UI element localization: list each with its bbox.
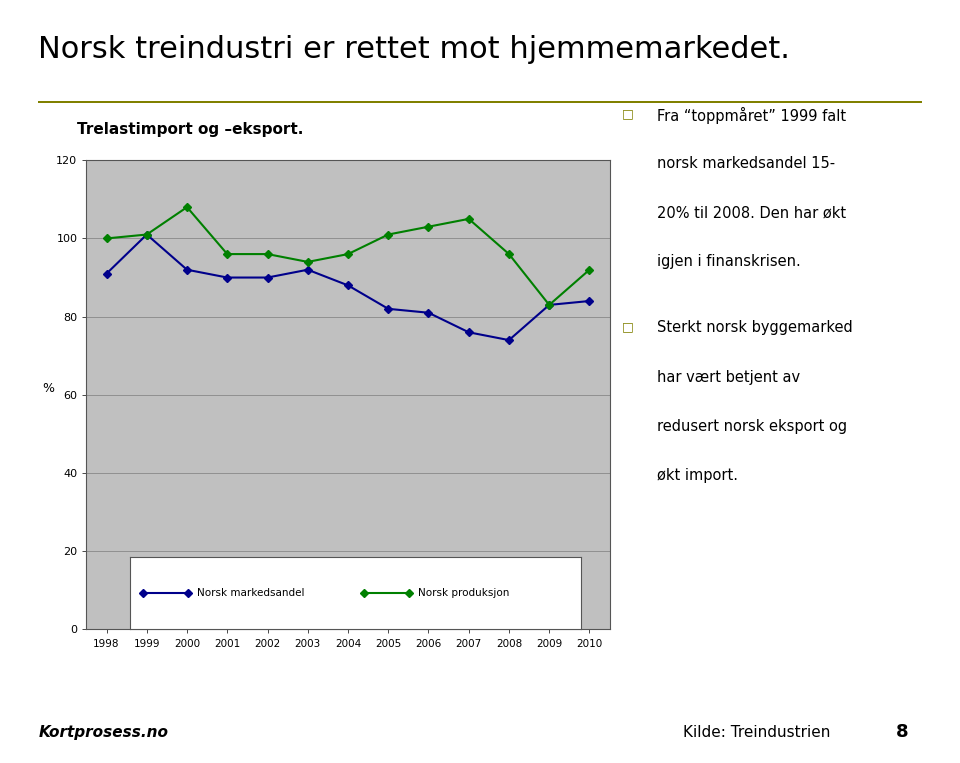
Norsk produksjon: [422, 222, 434, 231]
Line: Norsk produksjon: Norsk produksjon: [104, 204, 592, 307]
Text: økt import.: økt import.: [657, 468, 738, 483]
Norsk produksjon: [543, 301, 555, 310]
Norsk produksjon: [503, 250, 515, 259]
Norsk markedsandel: [222, 273, 233, 282]
Norsk produksjon: [262, 250, 274, 259]
Norsk markedsandel: [101, 269, 112, 278]
Norsk markedsandel: [181, 266, 193, 275]
Norsk markedsandel: [584, 297, 595, 306]
Norsk produksjon: [342, 250, 353, 259]
Text: Norsk treindustri er rettet mot hjemmemarkedet.: Norsk treindustri er rettet mot hjemmema…: [38, 35, 790, 64]
Norsk markedsandel: [543, 301, 555, 310]
Norsk produksjon: [101, 233, 112, 243]
Norsk markedsandel: [342, 281, 353, 290]
Norsk markedsandel: [503, 336, 515, 345]
Norsk markedsandel: [422, 308, 434, 317]
Norsk produksjon: [222, 250, 233, 259]
Text: har vært betjent av: har vært betjent av: [657, 369, 800, 385]
Text: redusert norsk eksport og: redusert norsk eksport og: [657, 419, 847, 433]
Text: 20% til 2008. Den har økt: 20% til 2008. Den har økt: [657, 205, 846, 220]
Norsk markedsandel: [262, 273, 274, 282]
Text: Sterkt norsk byggemarked: Sterkt norsk byggemarked: [657, 320, 852, 336]
Text: Trelastimport og –eksport.: Trelastimport og –eksport.: [77, 122, 303, 137]
Norsk markedsandel: [141, 230, 153, 239]
Norsk markedsandel: [382, 304, 394, 314]
Norsk markedsandel: [463, 327, 474, 336]
Norsk produksjon: [382, 230, 394, 239]
Norsk markedsandel: [302, 266, 314, 275]
Text: norsk markedsandel 15-: norsk markedsandel 15-: [657, 156, 835, 171]
Text: □: □: [621, 107, 634, 120]
Text: Fra “toppmåret” 1999 falt: Fra “toppmåret” 1999 falt: [657, 107, 846, 124]
Y-axis label: %: %: [42, 382, 54, 395]
Norsk produksjon: [302, 257, 314, 266]
Norsk produksjon: [181, 202, 193, 211]
Norsk produksjon: [141, 230, 153, 239]
Text: Kortprosess.no: Kortprosess.no: [38, 725, 168, 740]
Norsk produksjon: [584, 266, 595, 275]
Text: □: □: [621, 320, 634, 333]
Norsk produksjon: [463, 214, 474, 224]
Text: Kilde: Treindustrien: Kilde: Treindustrien: [684, 725, 830, 740]
Line: Norsk markedsandel: Norsk markedsandel: [104, 232, 592, 343]
Text: 8: 8: [896, 723, 908, 742]
Text: Norsk markedsandel: Norsk markedsandel: [198, 588, 304, 598]
Text: igjen i finanskrisen.: igjen i finanskrisen.: [657, 254, 801, 269]
Text: Norsk produksjon: Norsk produksjon: [419, 588, 510, 598]
